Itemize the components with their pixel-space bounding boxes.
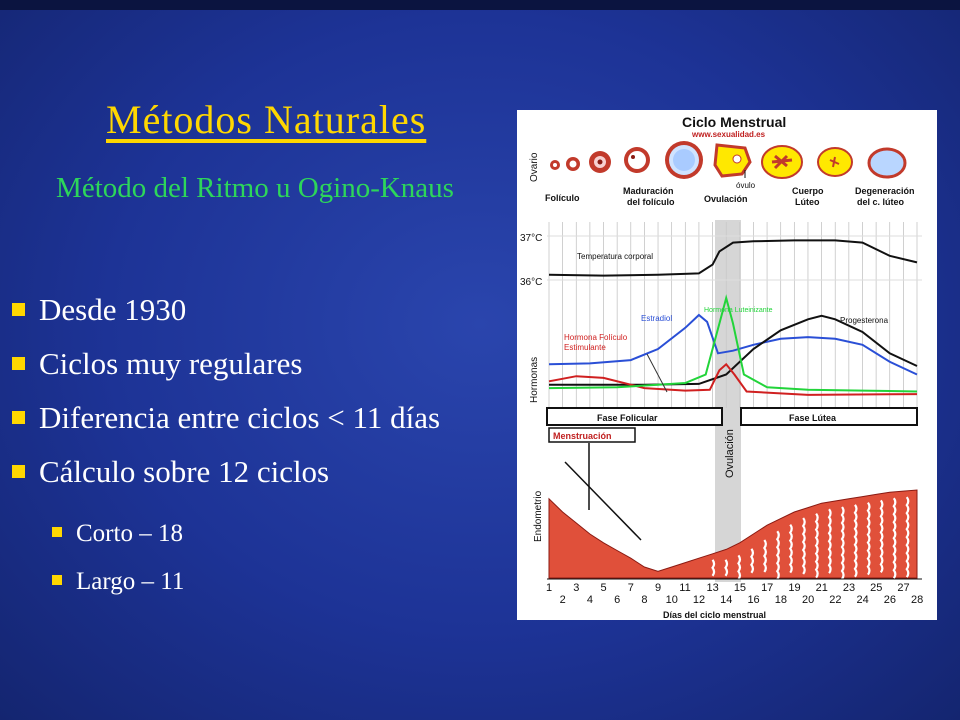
day-tick-label: 21 xyxy=(816,582,828,594)
bullet-item: Desde 1930 xyxy=(12,292,186,328)
day-tick-label: 23 xyxy=(843,582,855,594)
day-tick-label: 6 xyxy=(614,594,620,606)
day-tick-label: 25 xyxy=(870,582,882,594)
bullet-item: Ciclos muy regulares xyxy=(12,346,302,382)
stage-label-corpus-luteum: Cuerpo Lúteo xyxy=(792,186,824,207)
day-tick-label: 26 xyxy=(884,594,896,606)
square-bullet-icon xyxy=(52,527,62,538)
figure-title: Ciclo Menstrual xyxy=(682,114,786,130)
temperature-curve xyxy=(548,239,918,277)
endometrium-area xyxy=(548,489,918,579)
day-tick-label: 15 xyxy=(734,582,746,594)
x-axis-label: Días del ciclo menstrual xyxy=(663,610,766,620)
sub-bullet-item: Largo – 11 xyxy=(52,568,184,596)
phase-follicular-box xyxy=(546,407,723,426)
endometrium-gland xyxy=(892,497,897,579)
day-tick-label: 11 xyxy=(679,582,690,594)
progesterone-label: Progesterona xyxy=(840,316,889,325)
endometrium-gland xyxy=(840,506,845,580)
slide-title: Métodos Naturales xyxy=(106,97,427,142)
day-tick-label: 13 xyxy=(707,582,719,594)
day-axis: 1234567891011121314151617181920212223242… xyxy=(546,578,923,606)
ovulation-band xyxy=(715,220,741,582)
day-tick-label: 9 xyxy=(655,582,661,594)
fsh-label: Hormona Folículo Estimulante xyxy=(564,333,628,352)
cycle-diagram: Ciclo Menstrual www.sexualidad.es Ovario… xyxy=(520,114,923,620)
square-bullet-icon xyxy=(12,303,25,317)
square-bullet-icon xyxy=(52,575,62,586)
day-tick-label: 4 xyxy=(587,594,593,606)
lh-label: Hormona Luteinizante xyxy=(704,307,773,314)
ovulation-band-label: Ovulación xyxy=(724,429,736,478)
day-tick-label: 5 xyxy=(601,582,607,594)
fsh-curve xyxy=(548,362,918,396)
endometrium-gland xyxy=(737,554,742,581)
endometrium-gland xyxy=(801,517,806,575)
phase-luteal-label: Fase Lútea xyxy=(789,413,837,423)
endometrium-gland xyxy=(905,496,910,578)
endometrium-gland xyxy=(724,559,729,577)
endometrium-gland xyxy=(827,508,832,574)
day-tick-label: 22 xyxy=(829,594,841,606)
endometrium-gland xyxy=(775,530,780,580)
endometrium-gland xyxy=(711,559,716,577)
follicle-icons xyxy=(550,141,907,179)
day-tick-label: 17 xyxy=(761,582,773,594)
stage-label-maturation: Maduración del folículo xyxy=(623,186,675,207)
endometrium-glands xyxy=(711,496,910,581)
day-tick-label: 2 xyxy=(560,594,566,606)
estradiol-label: Estradiol xyxy=(641,314,672,323)
endometrium-gland xyxy=(853,504,858,578)
day-tick-label: 10 xyxy=(666,594,678,606)
day-tick-label: 12 xyxy=(693,594,705,606)
menstruation-box xyxy=(548,427,636,443)
slide-subtitle: Método del Ritmo u Ogino-Knaus xyxy=(56,172,454,204)
progesterone-curve xyxy=(549,314,918,386)
top-bar xyxy=(0,0,960,10)
day-tick-label: 18 xyxy=(775,594,787,606)
square-bullet-icon xyxy=(12,411,25,425)
figure-url: www.sexualidad.es xyxy=(691,130,766,139)
stage-label-ovulation: Ovulación xyxy=(704,194,748,204)
endometrium-gland xyxy=(762,539,767,573)
ovum-label: óvulo xyxy=(736,181,756,190)
day-tick-label: 24 xyxy=(856,594,868,606)
bullet-item: Diferencia entre ciclos < 11 días xyxy=(12,400,440,436)
temperature-label: Temperatura corporal xyxy=(577,252,653,261)
day-tick-label: 27 xyxy=(897,582,909,594)
endometrium-gland xyxy=(788,523,793,574)
endometrium-gland xyxy=(750,548,754,574)
stage-label-degeneration: Degeneración del c. lúteo xyxy=(855,186,915,207)
endometrium-gland xyxy=(866,501,871,576)
bullet-item: Cálculo sobre 12 ciclos xyxy=(12,454,329,490)
endometrium-gland xyxy=(879,499,884,574)
hormones-label: Hormonas xyxy=(529,357,540,403)
day-tick-label: 19 xyxy=(788,582,800,594)
endometrium-gland xyxy=(814,512,819,579)
square-bullet-icon xyxy=(12,465,25,479)
square-bullet-icon xyxy=(12,357,25,371)
temp-tick-36: 36°C xyxy=(520,277,542,288)
ovary-label: Ovario xyxy=(529,152,540,182)
day-tick-label: 1 xyxy=(546,582,552,594)
temp-tick-37: 37°C xyxy=(520,233,542,244)
day-tick-label: 7 xyxy=(628,582,634,594)
endometrium-label: Endometrio xyxy=(533,490,544,542)
stage-label-follicle: Folículo xyxy=(545,193,580,203)
day-tick-label: 20 xyxy=(802,594,814,606)
day-tick-label: 16 xyxy=(747,594,759,606)
lh-curve xyxy=(548,294,918,393)
day-tick-label: 28 xyxy=(911,594,923,606)
sub-bullet-item: Corto – 18 xyxy=(52,520,183,548)
menstruation-label: Menstruación xyxy=(553,431,612,441)
phase-follicular-label: Fase Folicular xyxy=(597,413,658,423)
day-tick-label: 14 xyxy=(720,594,732,606)
phase-luteal-box xyxy=(740,407,918,426)
menstrual-cycle-figure: Ciclo Menstrual www.sexualidad.es Ovario… xyxy=(517,110,937,620)
day-tick-label: 3 xyxy=(573,582,579,594)
day-tick-label: 8 xyxy=(641,594,647,606)
estradiol-curve xyxy=(548,313,918,376)
